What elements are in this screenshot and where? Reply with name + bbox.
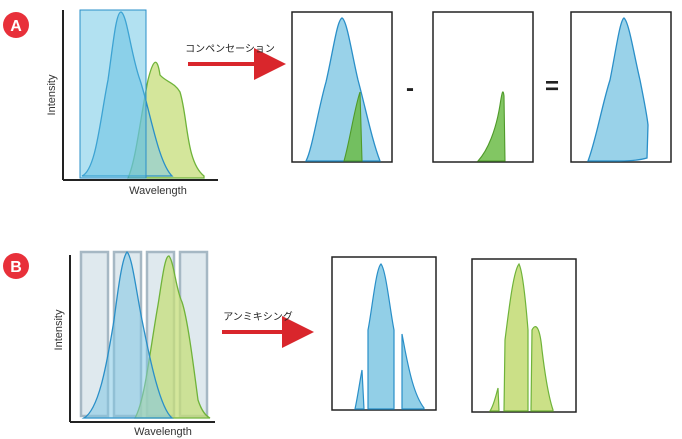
panel-b: B Intensity Wavelength アンミキシング <box>3 250 577 438</box>
panel-a-result-box-3 <box>570 11 672 163</box>
panel-a-blue-peak <box>81 11 174 177</box>
panel-b-blue-peak <box>81 251 174 419</box>
panel-a-result-box-1 <box>291 11 393 163</box>
panel-a-minus-sign: - <box>406 75 414 102</box>
panel-a-result-box-2 <box>432 11 534 163</box>
panel-a-axes <box>62 10 218 181</box>
panel-b-result-box-1 <box>331 256 437 411</box>
panel-a-xlabel: Wavelength <box>129 185 187 197</box>
panel-a-badge-label: A <box>10 18 22 35</box>
panel-b-result-box-2 <box>471 258 577 413</box>
panel-a-badge <box>3 12 29 38</box>
panel-b-arrow-label: アンミキシング <box>223 310 293 323</box>
panel-b-badge <box>3 253 29 279</box>
panel-a-filter-box <box>79 9 147 179</box>
panel-b-ylabel: Intensity <box>53 309 65 350</box>
panel-a: A Intensity Wavelength コンペンセーション - = <box>3 9 672 197</box>
panel-b-xlabel: Wavelength <box>134 426 192 438</box>
panel-a-arrow-label: コンペンセーション <box>185 43 275 55</box>
panel-b-axes <box>69 255 215 423</box>
panel-b-badge-label: B <box>10 259 22 276</box>
panel-a-equals-sign: = <box>545 73 559 100</box>
panel-a-ylabel: Intensity <box>46 74 58 115</box>
